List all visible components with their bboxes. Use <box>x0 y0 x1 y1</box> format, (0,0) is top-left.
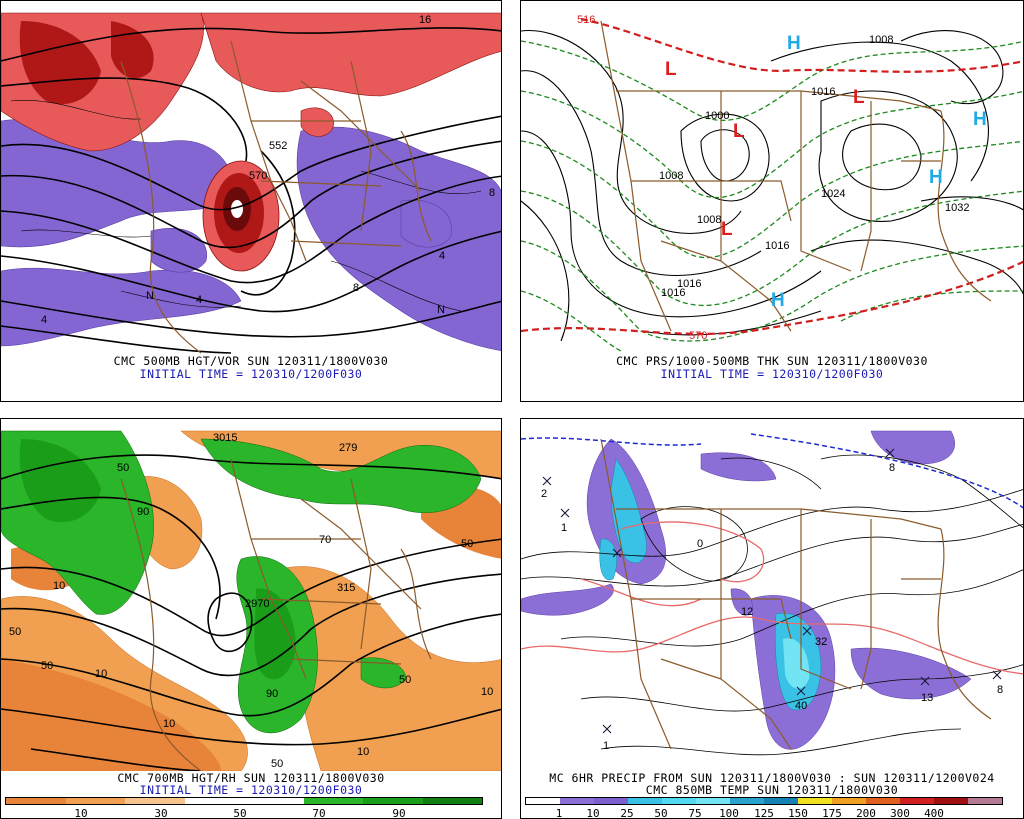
initial-time-500mb: INITIAL TIME = 120310/1200F030 <box>139 367 363 381</box>
colorbar-precip-label-10: 10 <box>586 807 600 819</box>
high-pressure-4: H <box>771 290 785 311</box>
label-500-8b: 8 <box>353 282 359 294</box>
colorbar-precip-label-100: 100 <box>719 807 739 819</box>
high-pressure-3: H <box>929 167 943 188</box>
label-prs-516: 516 <box>577 14 595 26</box>
label-500-N1: N <box>146 290 154 302</box>
colorbar-precip-label-200: 200 <box>856 807 876 819</box>
label-prs-1024: 1024 <box>821 188 845 200</box>
label-700-50a: 50 <box>117 462 129 474</box>
map-500mb: 570 552 4 8 4 N 4 N 8 16 <box>1 12 501 401</box>
label-700-10c: 10 <box>357 746 369 758</box>
label-700-50d: 50 <box>461 538 473 550</box>
label-prs-1032: 1032 <box>945 202 969 214</box>
label-700-10a: 10 <box>53 580 65 592</box>
initial-time-700mb: INITIAL TIME = 120310/1200F030 <box>139 783 363 797</box>
label-precip-2: 2 <box>541 488 547 500</box>
colorbar-700-label-50: 50 <box>233 807 247 819</box>
panel-6hr-precip: 2 1 8 0 12 32 40 13 8 1 MC 6HR PRECIP FR… <box>520 418 1024 819</box>
caption-850mb-temp: CMC 850MB TEMP SUN 120311/1800V030 <box>645 783 899 797</box>
low-pressure-2: L <box>733 121 745 142</box>
label-prs-570: 570 <box>689 330 707 342</box>
map-prs-thk: H H H H L L L L 516 1000 1008 1008 1016 … <box>521 13 1023 401</box>
panel-700mb-hgt-rh: 50 10 50 90 90 50 10 50 10 70 50 10 315 … <box>0 418 502 819</box>
label-prs-1008a: 1008 <box>659 170 683 182</box>
label-700-70: 70 <box>319 534 331 546</box>
high-pressure-1: H <box>787 33 801 54</box>
label-500-8: 8 <box>489 187 495 199</box>
label-700-90a: 90 <box>137 506 149 518</box>
label-precip-1b: 1 <box>603 740 609 752</box>
label-700-50b: 50 <box>9 626 21 638</box>
caption-precip: MC 6HR PRECIP FROM SUN 120311/1800V030 :… <box>549 771 995 785</box>
label-prs-1016a: 1016 <box>811 86 835 98</box>
label-700-315: 315 <box>337 582 355 594</box>
colorbar-precip-label-175: 175 <box>822 807 842 819</box>
label-prs-1016c: 1016 <box>677 278 701 290</box>
label-700-90b: 90 <box>266 688 278 700</box>
label-prs-1016d: 1016 <box>661 287 685 299</box>
map-700mb: 50 10 50 90 90 50 10 50 10 70 50 10 315 … <box>1 430 501 818</box>
caption-700mb: CMC 700MB HGT/RH SUN 120311/1800V030 <box>117 771 385 785</box>
label-700-50e: 50 <box>399 674 411 686</box>
label-precip-40: 40 <box>795 700 807 712</box>
label-700-50f: 50 <box>271 758 283 770</box>
panel-prs-thk: H H H H L L L L 516 1000 1008 1008 1016 … <box>520 0 1024 402</box>
colorbar-precip <box>525 797 1003 805</box>
colorbar-700-label-10: 10 <box>74 807 88 819</box>
label-precip-32: 32 <box>815 636 827 648</box>
label-500-4a: 4 <box>196 294 202 306</box>
label-500-16: 16 <box>419 14 431 26</box>
colorbar-precip-label-25: 25 <box>620 807 634 819</box>
colorbar-precip-label-1: 1 <box>555 807 563 819</box>
low-pressure-1: L <box>665 59 677 80</box>
colorbar-precip-label-300: 300 <box>890 807 910 819</box>
label-700-50c: 50 <box>41 660 53 672</box>
label-precip-8b: 8 <box>997 684 1003 696</box>
colorbar-precip-label-50: 50 <box>654 807 668 819</box>
label-500-4b: 4 <box>439 250 445 262</box>
low-pressure-4: L <box>721 219 733 240</box>
label-700-279: 279 <box>339 442 357 454</box>
map-precip: 2 1 8 0 12 32 40 13 8 1 <box>521 430 1023 818</box>
colorbar-700-label-30: 30 <box>154 807 168 819</box>
label-700-10e: 10 <box>95 668 107 680</box>
label-prs-1008b: 1008 <box>869 34 893 46</box>
label-prs-1016b: 1016 <box>765 240 789 252</box>
colorbar-precip-label-125: 125 <box>754 807 774 819</box>
colorbar-700mb-rh <box>5 797 483 805</box>
panel-500mb-hgt-vor: 570 552 4 8 4 N 4 N 8 16 CMC 500MB HGT/V… <box>0 0 502 402</box>
initial-time-prs-thk: INITIAL TIME = 120310/1200F030 <box>660 367 884 381</box>
colorbar-precip-label-75: 75 <box>688 807 702 819</box>
high-pressure-2: H <box>973 109 987 130</box>
label-500-570: 570 <box>249 170 267 182</box>
label-precip-8a: 8 <box>889 462 895 474</box>
label-500-N2: N <box>437 304 445 316</box>
label-precip-1a: 1 <box>561 522 567 534</box>
label-precip-0: 0 <box>697 538 703 550</box>
colorbar-700-label-90: 90 <box>392 807 406 819</box>
caption-prs-thk: CMC PRS/1000-500MB THK SUN 120311/1800V0… <box>616 354 928 368</box>
label-700-10d: 10 <box>481 686 493 698</box>
label-700-10b: 10 <box>163 718 175 730</box>
label-precip-13: 13 <box>921 692 933 704</box>
label-precip-12: 12 <box>741 606 753 618</box>
colorbar-700-label-70: 70 <box>312 807 326 819</box>
label-500-552: 552 <box>269 140 287 152</box>
low-pressure-3: L <box>853 87 865 108</box>
label-prs-1008c: 1008 <box>697 214 721 226</box>
caption-500mb: CMC 500MB HGT/VOR SUN 120311/1800V030 <box>113 354 389 368</box>
label-500-4c: 4 <box>41 314 47 326</box>
label-700-2970: 2970 <box>245 598 269 610</box>
label-700-3015: 3015 <box>213 432 237 444</box>
colorbar-precip-label-150: 150 <box>788 807 808 819</box>
label-prs-1000: 1000 <box>705 110 729 122</box>
colorbar-precip-label-400: 400 <box>924 807 944 819</box>
